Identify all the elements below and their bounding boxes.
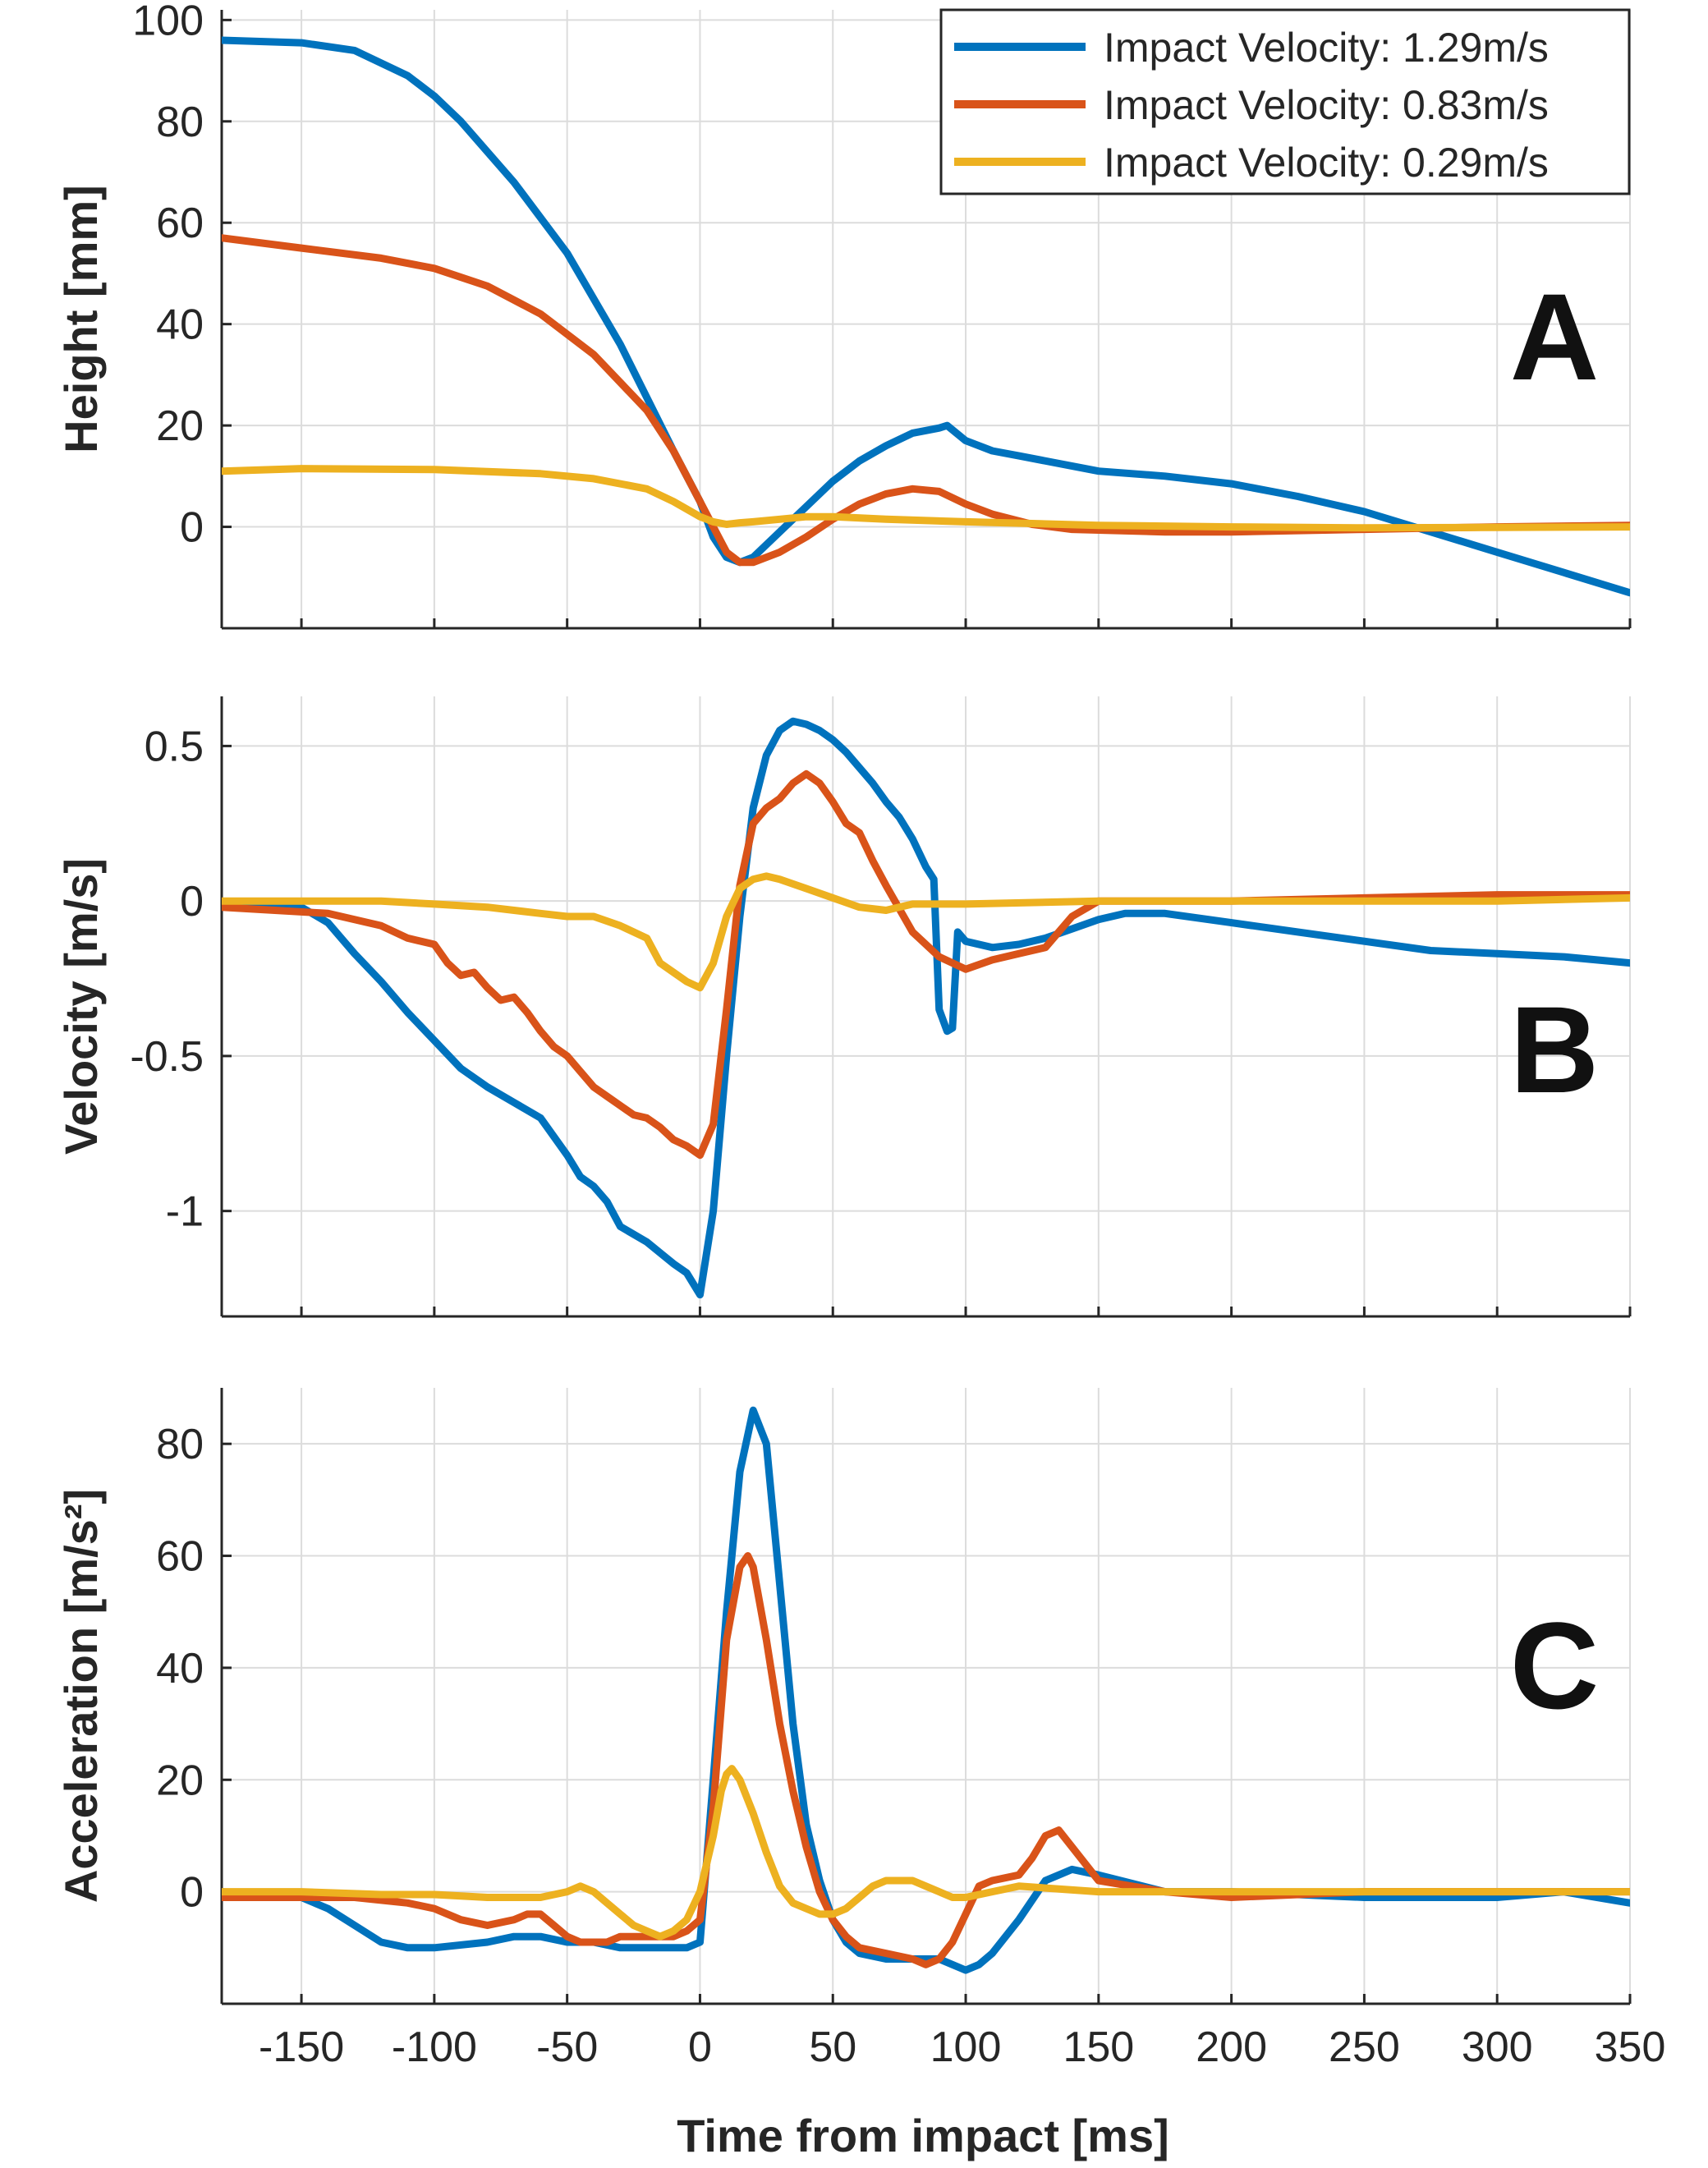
- series-line-1: [222, 1406, 1630, 1974]
- series-line-2: [222, 234, 1630, 567]
- panel-c: 0 20 40 60 80 Acceleration [m/s²]: [55, 1388, 1632, 2005]
- y-tick-label: 20: [156, 402, 204, 450]
- panel-letter-b: B: [1510, 981, 1599, 1118]
- series-line-2: [222, 769, 1630, 1160]
- series-line-2: [222, 1552, 1630, 1968]
- x-tick-label: 0: [688, 2023, 712, 2071]
- y-tick-label: -1: [166, 1188, 204, 1236]
- x-tick-label: 150: [1063, 2023, 1134, 2071]
- y-axis-label: Velocity [m/s]: [55, 858, 107, 1155]
- y-tick-label: 60: [156, 1533, 204, 1581]
- y-tick-label: 80: [156, 99, 204, 146]
- y-axis-label: Height [mm]: [55, 185, 107, 453]
- x-tick-label: -50: [536, 2023, 598, 2071]
- legend-label-2: Impact Velocity: 0.83m/s: [1104, 82, 1549, 128]
- y-tick-label: 0.5: [145, 723, 204, 770]
- y-tick-label: 40: [156, 1645, 204, 1693]
- legend: Impact Velocity: 1.29m/s Impact Velocity…: [939, 8, 1631, 195]
- x-tick-label: 300: [1462, 2023, 1533, 2071]
- x-tick-label: 50: [809, 2023, 856, 2071]
- y-axis-label: Acceleration [m/s²]: [55, 1489, 107, 1903]
- y-tick-label: 60: [156, 200, 204, 247]
- x-tick-label: 100: [930, 2023, 1002, 2071]
- y-tick-label: -0.5: [130, 1033, 204, 1081]
- y-tick-label: 20: [156, 1757, 204, 1804]
- panel-letter-a: A: [1510, 268, 1599, 406]
- series-line-3: [222, 1765, 1630, 1941]
- x-tick-label: 200: [1196, 2023, 1267, 2071]
- y-tick-label: 100: [132, 0, 204, 44]
- x-axis-label: Time from impact [ms]: [677, 2110, 1169, 2161]
- y-tick-label: 0: [180, 504, 204, 552]
- x-tick-label: 250: [1329, 2023, 1400, 2071]
- x-tick-label: 350: [1595, 2023, 1666, 2071]
- panels: 0 20 40 60 80 100 Height [mm] -1 -0.5 0 0.5 Velocit…: [55, 0, 1665, 2071]
- series-line-3: [222, 872, 1630, 992]
- panel-letter-c: C: [1510, 1596, 1599, 1734]
- y-tick-label: 0: [180, 1869, 204, 1917]
- series-line-1: [222, 36, 1630, 597]
- series-line-1: [222, 717, 1630, 1299]
- x-tick-label: -100: [392, 2023, 477, 2071]
- series-line-3: [222, 465, 1630, 532]
- y-tick-label: 80: [156, 1421, 204, 1468]
- legend-label-1: Impact Velocity: 1.29m/s: [1104, 25, 1549, 71]
- legend-label-3: Impact Velocity: 0.29m/s: [1104, 140, 1549, 186]
- y-tick-label: 40: [156, 301, 204, 349]
- x-tick-label: -150: [259, 2023, 344, 2071]
- y-tick-label: 0: [180, 878, 204, 926]
- panel-b: -1 -0.5 0 0.5 Velocity [m/s]: [55, 696, 1632, 1318]
